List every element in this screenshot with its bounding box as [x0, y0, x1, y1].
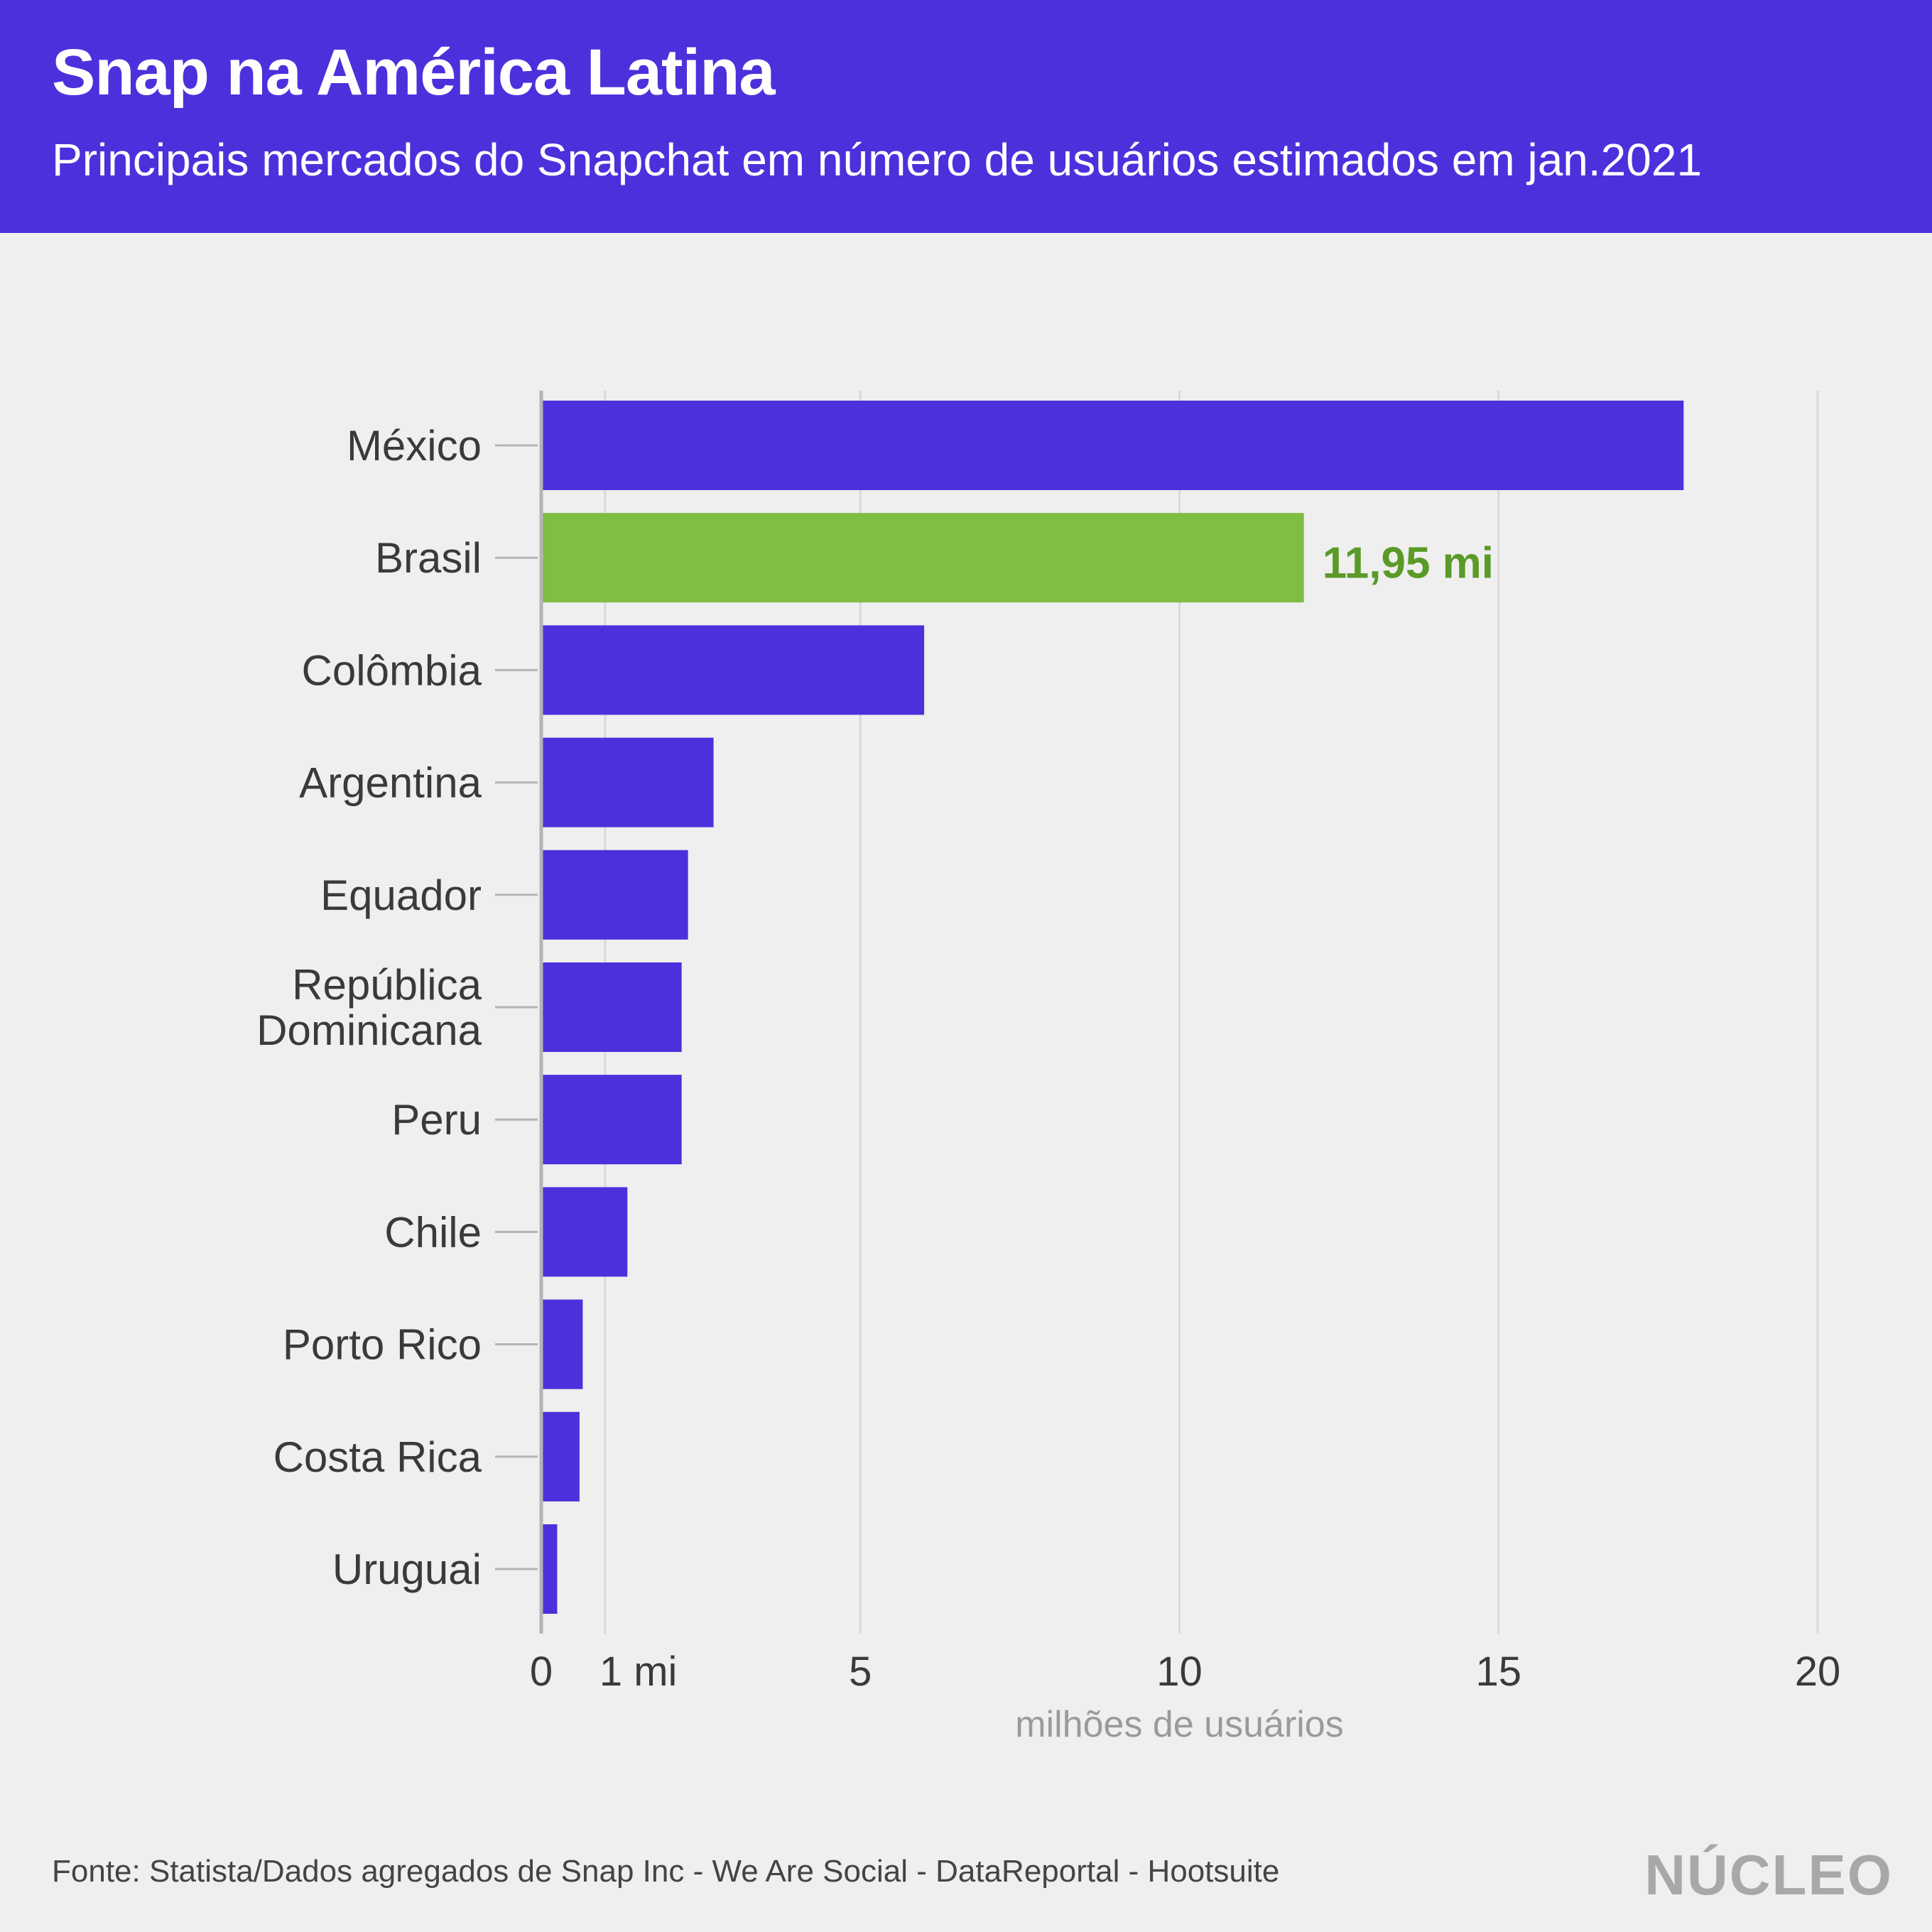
y-tick-label: Colômbia [302, 646, 482, 694]
bar-5 [541, 962, 682, 1052]
y-tick-label: México [347, 422, 482, 470]
y-tick-label: Peru [391, 1096, 482, 1144]
y-tick-label: Argentina [299, 759, 482, 806]
bar-6 [541, 1075, 682, 1165]
y-tick-label: República Dominicana [256, 961, 482, 1054]
nucleo-logo: NÚCLEO [1644, 1843, 1893, 1906]
x-axis-label: milhões de usuários [1015, 1704, 1343, 1745]
x-tick-label: 10 [1156, 1649, 1203, 1695]
bar-9 [541, 1411, 580, 1502]
bar-4 [541, 850, 688, 940]
y-tick-label: Equador [320, 871, 482, 918]
chart-title: Snap na América Latina [52, 36, 776, 109]
y-tick-label: Porto Rico [283, 1320, 482, 1368]
y-tick-label: Brasil [375, 534, 482, 582]
bar-1 [541, 513, 1304, 603]
bar-8 [541, 1299, 583, 1389]
x-tick-label: 1 mi [599, 1649, 678, 1695]
bar-3 [541, 737, 714, 827]
bar-7 [541, 1187, 628, 1277]
y-tick-label: Costa Rica [273, 1433, 482, 1480]
chart-subtitle: Principais mercados do Snapchat em númer… [52, 134, 1703, 185]
header-banner: Snap na América Latina Principais mercad… [0, 0, 1932, 233]
y-tick-label: Uruguai [332, 1546, 482, 1593]
source-note: Fonte: Statista/Dados agregados de Snap … [52, 1854, 1280, 1889]
bar-10 [541, 1524, 558, 1614]
x-tick-label: 20 [1795, 1649, 1841, 1695]
x-tick-label: 0 [530, 1649, 553, 1695]
bar-0 [541, 401, 1684, 490]
x-tick-label: 5 [849, 1649, 872, 1695]
bar-2 [541, 625, 925, 715]
x-tick-label: 15 [1475, 1649, 1521, 1695]
data-label: 11,95 mi [1323, 539, 1494, 588]
y-tick-label: Chile [384, 1208, 482, 1256]
